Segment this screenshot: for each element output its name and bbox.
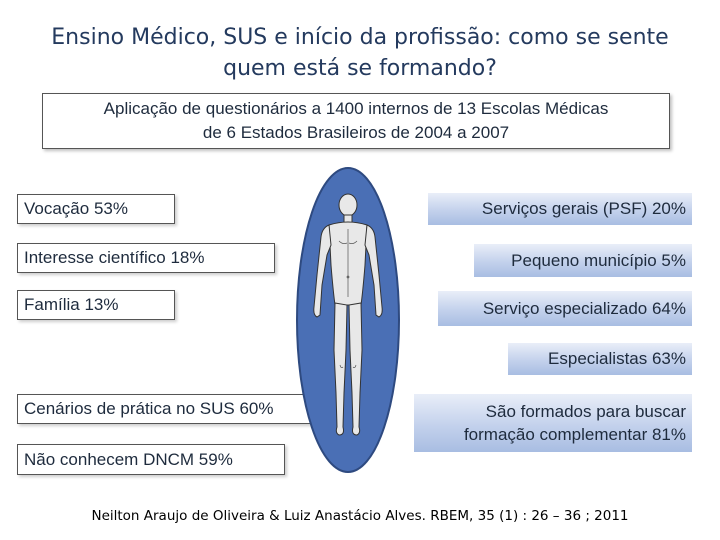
body-silhouette — [313, 193, 383, 436]
box-cenarios-pratica: Cenários de prática no SUS 60% — [17, 394, 327, 424]
page-title: Ensino Médico, SUS e início da profissão… — [0, 22, 720, 84]
title-line-2: quem está se formando? — [223, 56, 497, 81]
box-vocacao: Vocação 53% — [17, 194, 175, 224]
study-line-1: Aplicação de questionários a 1400 intern… — [103, 99, 609, 118]
box-formacao-complementar: São formados para buscar formação comple… — [414, 394, 692, 452]
title-line-1: Ensino Médico, SUS e início da profissão… — [51, 25, 669, 50]
box-familia: Família 13% — [17, 290, 175, 320]
box-formacao-line-1: São formados para buscar — [485, 402, 686, 421]
box-servicos-gerais: Serviços gerais (PSF) 20% — [428, 193, 692, 225]
box-familia-label: Família 13% — [24, 295, 119, 314]
box-vocacao-label: Vocação 53% — [24, 199, 128, 218]
citation: Neilton Araujo de Oliveira & Luiz Anastá… — [91, 508, 629, 524]
box-interesse-cientifico-label: Interesse científico 18% — [24, 248, 205, 267]
box-nao-conhecem-dncm: Não conhecem DNCM 59% — [17, 444, 285, 475]
box-especialistas-label: Especialistas 63% — [548, 349, 686, 368]
box-pequeno-municipio: Pequeno município 5% — [474, 244, 692, 277]
human-body-figure-icon — [296, 167, 400, 473]
box-servicos-gerais-label: Serviços gerais (PSF) 20% — [481, 199, 686, 218]
box-interesse-cientifico: Interesse científico 18% — [17, 243, 275, 273]
box-servico-especializado: Serviço especializado 64% — [438, 291, 692, 326]
box-servico-especializado-label: Serviço especializado 64% — [482, 298, 686, 318]
box-pequeno-municipio-label: Pequeno município 5% — [511, 250, 686, 270]
study-description-box: Aplicação de questionários a 1400 intern… — [42, 93, 670, 149]
box-formacao-line-2: formação complementar 81% — [463, 425, 686, 444]
box-especialistas: Especialistas 63% — [508, 343, 692, 375]
box-cenarios-pratica-label: Cenários de prática no SUS 60% — [24, 399, 274, 418]
study-line-2: de 6 Estados Brasileiros de 2004 a 2007 — [202, 123, 510, 142]
box-nao-conhecem-dncm-label: Não conhecem DNCM 59% — [24, 449, 233, 469]
body-detail-lines — [338, 229, 358, 369]
